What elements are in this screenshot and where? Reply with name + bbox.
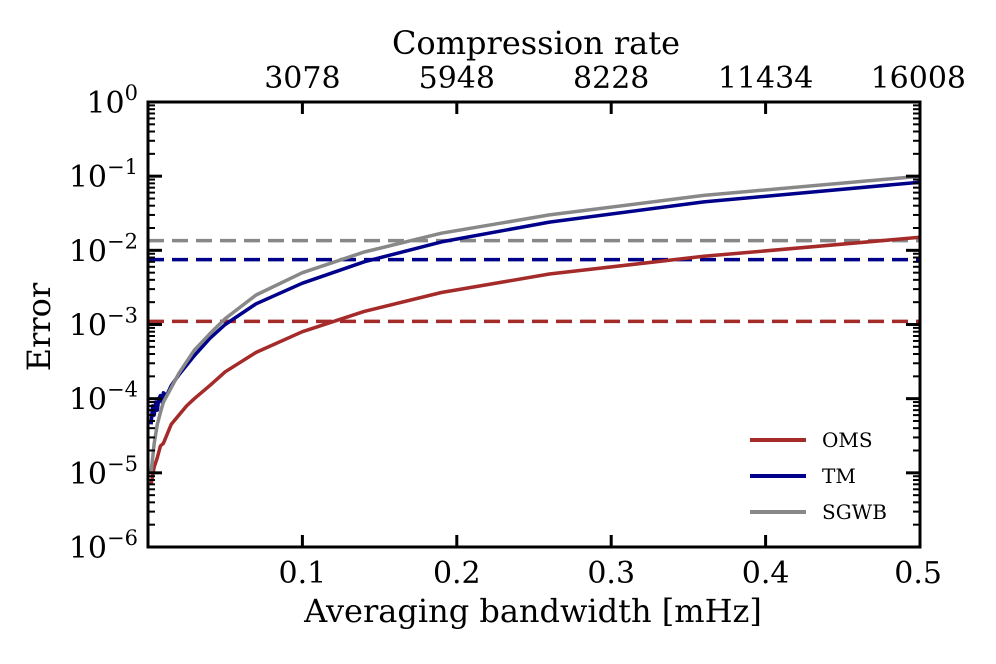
y-tick-label: 10−1 — [69, 155, 138, 195]
legend-label-sgwb: SGWB — [822, 500, 887, 524]
legend: OMS TM SGWB — [750, 428, 887, 524]
y-tick-label: 10−2 — [69, 229, 138, 269]
series-line-sgwb — [149, 174, 920, 473]
y-tick-label: 10−4 — [69, 378, 138, 418]
series-line-oms — [149, 235, 920, 485]
top-tick-label: 16008 — [871, 61, 966, 96]
top-tick-label: 3078 — [264, 61, 340, 96]
y-tick-label: 10−3 — [69, 304, 138, 344]
plot-frame — [146, 100, 922, 549]
x-tick-label: 0.3 — [587, 556, 635, 591]
x-tick-label: 0.2 — [433, 556, 481, 591]
legend-label-tm: TM — [822, 464, 856, 488]
y-axis-title: Error — [20, 282, 58, 371]
y-tick-label: 100 — [86, 81, 138, 121]
x-tick-label: 0.1 — [279, 556, 327, 591]
top-tick-label: 5948 — [419, 61, 495, 96]
top-tick-label: 8228 — [573, 61, 649, 96]
x-axis-title: Averaging bandwidth [mHz] — [303, 592, 762, 630]
x-tick-label: 0.5 — [894, 556, 942, 591]
legend-label-oms: OMS — [822, 428, 873, 452]
y-tick-label: 10−5 — [69, 452, 138, 492]
top-axis-title: Compression rate — [392, 24, 680, 62]
top-tick-label: 11434 — [718, 61, 813, 96]
x-tick-label: 0.4 — [742, 556, 790, 591]
y-tick-label: 10−6 — [69, 526, 138, 566]
